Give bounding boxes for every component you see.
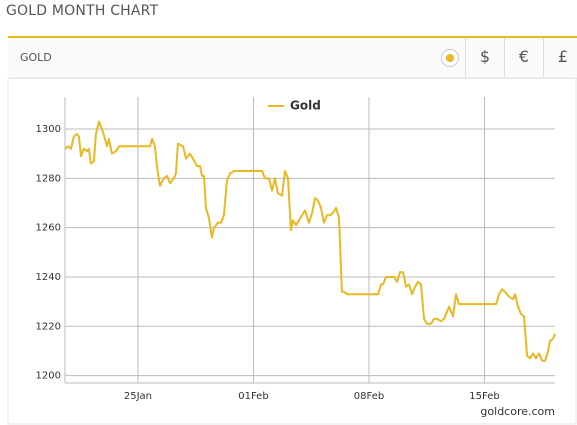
- credit: goldcore.com: [480, 405, 555, 418]
- y-tick-label: 1240: [36, 272, 61, 283]
- y-tick-label: 1300: [36, 124, 61, 135]
- x-tick-label: 25Jan: [124, 391, 152, 402]
- currency-button[interactable]: £: [543, 38, 577, 78]
- y-tick-label: 1260: [36, 223, 61, 234]
- x-tick-label: 15Feb: [469, 391, 499, 402]
- y-tick-label: 1220: [36, 321, 61, 332]
- x-tick-label: 01Feb: [238, 391, 268, 402]
- legend-label: Gold: [290, 99, 321, 113]
- price-line: [64, 120, 556, 362]
- x-tick-label: 08Feb: [354, 391, 384, 402]
- chart-frame: [7, 77, 577, 425]
- tab-label[interactable]: GOLD: [20, 51, 52, 64]
- page-title: GOLD MONTH CHART: [6, 3, 159, 19]
- currency-button[interactable]: €: [504, 38, 543, 78]
- y-tick-label: 1200: [36, 371, 61, 382]
- y-tick-label: 1280: [36, 173, 61, 184]
- currency-button[interactable]: $: [465, 38, 504, 78]
- coin-icon[interactable]: [441, 49, 459, 67]
